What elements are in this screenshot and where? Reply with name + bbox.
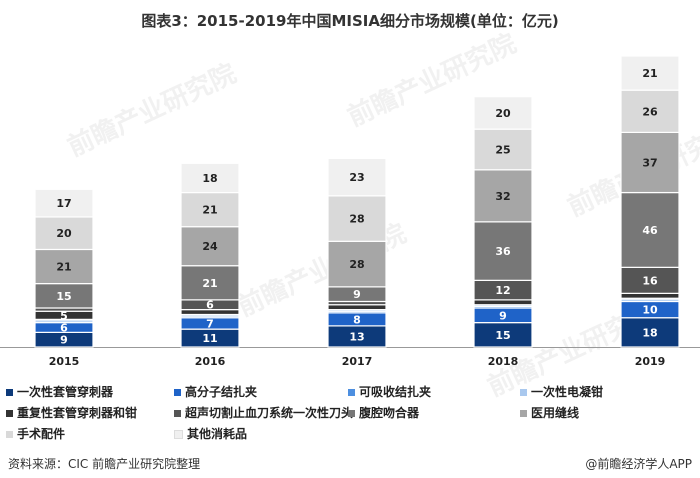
data-label: 9: [60, 334, 68, 347]
data-label: 6: [60, 321, 68, 334]
data-label: 28: [349, 213, 364, 226]
legend-swatch: [174, 410, 181, 417]
bar-segment: [473, 299, 533, 306]
data-label: 25: [495, 143, 510, 156]
legend-swatch: [174, 389, 181, 396]
data-label: 23: [349, 171, 364, 184]
data-label: 9: [499, 309, 507, 322]
legend-swatch: [6, 431, 13, 438]
data-label: 12: [495, 284, 510, 297]
bar-segment: [34, 216, 94, 251]
legend-item: 腹腔吻合器: [348, 404, 419, 421]
data-label: 18: [642, 326, 657, 339]
data-label: 21: [202, 277, 217, 290]
bar-segment: [473, 221, 533, 281]
legend-label: 可吸收结扎夹: [359, 385, 432, 399]
brand-credit: @前瞻经济学人APP: [585, 457, 692, 471]
legend-swatch: [520, 389, 527, 396]
data-label: 21: [642, 67, 657, 80]
data-label: 46: [642, 224, 658, 237]
source-note: 资料来源：CIC 前瞻产业研究院整理: [8, 457, 201, 471]
data-label: 36: [495, 245, 511, 258]
legend-label: 一次性电凝钳: [531, 385, 604, 399]
bar-segment: [327, 157, 387, 197]
data-label: 20: [495, 107, 511, 120]
data-label: 7: [206, 317, 214, 330]
data-label: 10: [642, 304, 658, 317]
data-label: 9: [353, 288, 361, 301]
bar-segment: [180, 162, 240, 194]
legend-swatch: [348, 389, 355, 396]
data-label: 20: [56, 227, 72, 240]
bar-segment: [327, 195, 387, 242]
legend-item: 医用缝线: [520, 404, 579, 421]
x-tick-label: 2017: [342, 355, 373, 368]
legend-item: 重复性套管穿刺器和钳: [6, 404, 137, 421]
x-tick-label: 2015: [49, 355, 80, 368]
legend-label: 重复性套管穿刺器和钳: [17, 406, 138, 420]
data-label: 28: [349, 258, 364, 271]
data-label: 21: [56, 261, 71, 274]
chart-title: 图表3：2015-2019年中国MISIA细分市场规模(单位：亿元): [141, 12, 559, 30]
bar-segment: [180, 226, 240, 267]
legend-swatch: [174, 430, 183, 439]
bar-segment: [620, 89, 680, 134]
legend-item: 可吸收结扎夹: [348, 383, 431, 400]
legend-item: 其他消耗品: [174, 425, 247, 442]
data-label: 37: [642, 156, 657, 169]
bar-segment: [180, 191, 240, 228]
legend-label: 腹腔吻合器: [359, 406, 420, 420]
legend-item: 高分子结扎夹: [174, 383, 257, 400]
bar-segment: [620, 317, 680, 348]
data-label: 15: [56, 290, 71, 303]
x-tick-label: 2019: [635, 355, 666, 368]
legend-item: 一次性套管穿刺器: [6, 383, 113, 400]
data-label: 8: [353, 313, 361, 326]
bar-segment: [620, 266, 680, 294]
data-label: 5: [60, 309, 68, 322]
legend-label: 一次性套管穿刺器: [17, 385, 114, 399]
data-label: 18: [202, 172, 217, 185]
bar-segment: [473, 169, 533, 223]
bar-segment: [473, 96, 533, 130]
bar-segment: [34, 188, 94, 218]
legend-label: 超声切割止血刀系统一次性刀头: [185, 406, 354, 420]
data-label: 6: [206, 299, 214, 312]
data-label: 32: [495, 190, 510, 203]
x-tick-label: 2018: [488, 355, 519, 368]
data-label: 17: [56, 197, 71, 210]
data-label: 26: [642, 105, 658, 118]
legend-item: 手术配件: [6, 425, 65, 442]
bar-segment: [620, 292, 680, 299]
legend-label: 医用缝线: [531, 406, 580, 420]
legend-label: 其他消耗品: [187, 427, 248, 441]
bar-segment: [327, 304, 387, 311]
legend-swatch: [6, 389, 13, 396]
data-label: 24: [202, 240, 218, 253]
data-label: 16: [642, 274, 658, 287]
x-tick-label: 2016: [195, 355, 226, 368]
bar-segment: [34, 248, 94, 285]
data-label: 13: [349, 330, 364, 343]
legend-label: 高分子结扎夹: [185, 385, 258, 399]
legend-item: 一次性电凝钳: [520, 383, 603, 400]
data-label: 11: [202, 332, 217, 345]
bar-segment: [620, 55, 680, 91]
legend-item: 超声切割止血刀系统一次性刀头: [174, 404, 353, 421]
legend-swatch: [348, 410, 355, 417]
legend-label: 手术配件: [17, 427, 66, 441]
bar-segment: [473, 322, 533, 348]
legend-swatch: [6, 410, 13, 417]
bar-segment: [327, 240, 387, 288]
bar-segment: [620, 191, 680, 268]
bar-segment: [620, 131, 680, 194]
legend-swatch: [520, 410, 527, 417]
data-label: 15: [495, 329, 510, 342]
data-label: 21: [202, 204, 217, 217]
stacked-bar-chart: 9651521201720151176212421182016138928282…: [0, 55, 700, 368]
